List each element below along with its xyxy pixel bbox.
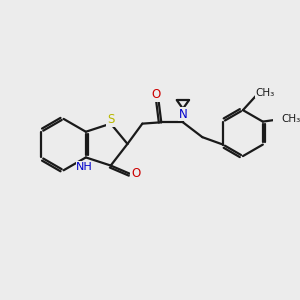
Text: O: O (131, 167, 140, 180)
Text: N: N (178, 108, 187, 121)
Text: NH: NH (76, 162, 93, 172)
Text: O: O (151, 88, 160, 101)
Text: CH₃: CH₃ (256, 88, 275, 98)
Text: S: S (107, 113, 114, 126)
Text: CH₃: CH₃ (281, 114, 300, 124)
